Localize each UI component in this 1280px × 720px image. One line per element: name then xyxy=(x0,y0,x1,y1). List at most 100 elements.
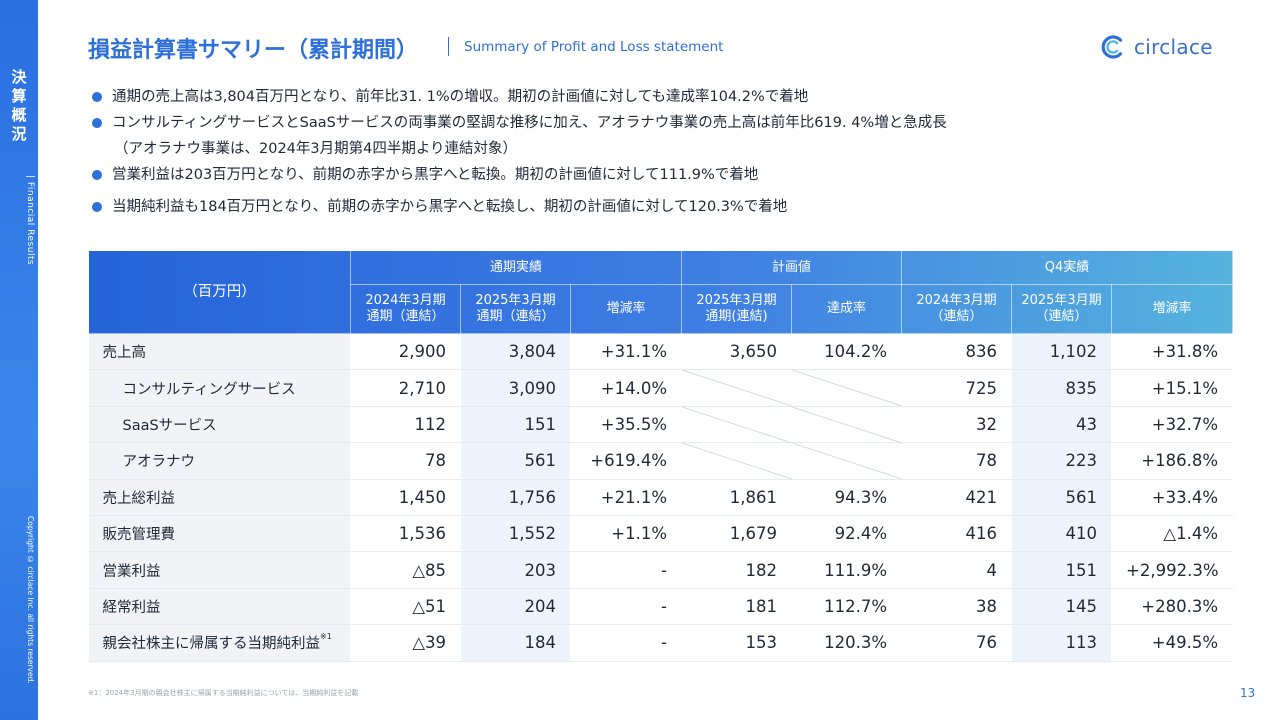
header-column-line: 通期(連結) xyxy=(705,309,768,324)
table-cell: 32 xyxy=(901,406,1013,444)
diagonal-slash-icon xyxy=(682,443,792,480)
bullet-dot-icon xyxy=(92,92,102,102)
table-cell: 78 xyxy=(350,442,461,480)
header-column-line: 2025年3月期 xyxy=(475,293,556,308)
table-cell: - xyxy=(570,588,682,626)
header-column-2: 増減率 xyxy=(570,284,682,334)
footnote-marker: ※1 xyxy=(320,632,332,642)
table-cell: 421 xyxy=(901,479,1013,516)
page-title-english: Summary of Profit and Loss statement xyxy=(464,39,724,55)
row-label-text: コンサルティングサービス xyxy=(122,381,296,398)
table-cell: 38 xyxy=(901,588,1013,626)
summary-bullet: 通期の売上高は3,804百万円となり、前年比31. 1%の増収。期初の計画値に対… xyxy=(92,84,1232,110)
table-row: 販売管理費 1,536 1,552 +1.1% 1,679 92.4% 416 410 △1.4… xyxy=(88,515,1234,553)
summary-bullets: 通期の売上高は3,804百万円となり、前年比31. 1%の増収。期初の計画値に対… xyxy=(92,84,1232,220)
table-cell: 416 xyxy=(901,515,1013,553)
table-cell: +2,992.3% xyxy=(1111,551,1234,589)
table-cell: 104.2% xyxy=(791,333,903,371)
header-column-line: 増減率 xyxy=(1152,301,1192,316)
header-column-line: 2024年3月期 xyxy=(916,293,997,308)
header-column-line: 2025年3月期 xyxy=(1021,293,1102,308)
not-applicable-cell xyxy=(681,369,792,407)
row-label: 販売管理費 xyxy=(88,515,351,553)
row-label-text: SaaSサービス xyxy=(122,417,217,434)
not-applicable-cell xyxy=(791,406,903,444)
table-cell: 2,710 xyxy=(350,369,461,407)
table-cell: - xyxy=(570,551,682,589)
table-cell: 111.9% xyxy=(791,551,903,589)
table-cell: 1,552 xyxy=(460,515,571,553)
table-cell: △39 xyxy=(350,624,461,662)
page-title: 損益計算書サマリー（累計期間） xyxy=(88,38,419,63)
bullet-dot-icon xyxy=(92,118,102,128)
not-applicable-cell xyxy=(681,406,792,444)
table-cell: 1,536 xyxy=(350,515,461,553)
header-column-5: 2024年3月期 （連結） xyxy=(901,284,1013,334)
table-cell: +49.5% xyxy=(1111,624,1234,662)
table-cell: +32.7% xyxy=(1111,406,1234,444)
section-title-char: 算 xyxy=(11,87,27,105)
header-column-line: 達成率 xyxy=(827,301,867,316)
table-cell: 92.4% xyxy=(791,515,903,553)
row-label: SaaSサービス xyxy=(88,406,351,444)
brand-logo: circlace xyxy=(1100,34,1213,60)
table-row: 経常利益 △51 204-181 112.7% 38 145 +280.3% xyxy=(88,588,1234,626)
not-applicable-cell xyxy=(681,442,792,480)
table-cell: 184 xyxy=(460,624,571,662)
header-column-4: 達成率 xyxy=(790,284,903,334)
section-title-char: 決 xyxy=(11,68,27,86)
diagonal-slash-icon xyxy=(792,406,902,443)
page-number: 13 xyxy=(1240,686,1256,700)
table-cell: 3,650 xyxy=(681,333,792,371)
pl-summary-table: （百万円） 通期実績 計画値 Q4実績 2024年3月期 通期（連結） 2025年3… xyxy=(88,250,1234,662)
diagonal-slash-icon xyxy=(792,443,902,480)
table-row: SaaSサービス 112 151 +35.5% 32 43 +32.7% xyxy=(88,406,1234,444)
header-column-line: 2024年3月期 xyxy=(365,293,446,308)
table-cell: +280.3% xyxy=(1111,588,1234,626)
not-applicable-cell xyxy=(791,442,903,480)
summary-bullet-note: （アオラナウ事業は、2024年3月期第4四半期より連結対象） xyxy=(92,136,1232,162)
table-row: 営業利益 △85 203-182 111.9% 4 151 +2,992.3% xyxy=(88,551,1234,589)
section-title-vertical: 決 算 概 況 xyxy=(0,68,38,144)
table-cell: 4 xyxy=(901,551,1013,589)
table-cell: +31.8% xyxy=(1111,333,1234,371)
footnote: ※1：2024年3月期の親会社株主に帰属する当期純利益については、当期純利益を記… xyxy=(88,689,359,697)
bullet-text: コンサルティングサービスとSaaSサービスの両事業の堅調な推移に加え、アオラナウ… xyxy=(112,115,947,131)
table-row: 親会社株主に帰属する当期純利益※1 △39 184-153 120.3% 76 113 +4… xyxy=(88,624,1234,662)
table-cell: 1,102 xyxy=(1011,333,1113,371)
row-label: アオラナウ xyxy=(88,442,351,480)
header-column-line: 増減率 xyxy=(606,301,646,316)
header-column-0: 2024年3月期 通期（連結） xyxy=(350,284,461,334)
header-group-q4: Q4実績 xyxy=(901,250,1234,285)
table-cell: 561 xyxy=(1011,479,1113,516)
row-label-text: 営業利益 xyxy=(102,563,161,580)
header-column-line: （連結） xyxy=(1035,309,1088,324)
table-body: 売上高 2,900 3,804 +31.1% 3,650 104.2% 836 1,102 +3… xyxy=(88,333,1234,662)
bullet-text: 当期純利益も184百万円となり、前期の赤字から黒字へと転換し、期初の計画値に対し… xyxy=(112,199,788,215)
row-label-text: 親会社株主に帰属する当期純利益 xyxy=(102,636,321,653)
table-cell: 94.3% xyxy=(791,479,903,516)
header-column-line: 通期（連結） xyxy=(366,309,445,324)
not-applicable-cell xyxy=(791,369,903,407)
table-cell: 836 xyxy=(901,333,1013,371)
table-cell: 1,756 xyxy=(460,479,571,516)
table-cell: 43 xyxy=(1011,406,1113,444)
table-cell: +33.4% xyxy=(1111,479,1234,516)
table-cell: 145 xyxy=(1011,588,1113,626)
table-cell: 182 xyxy=(681,551,792,589)
row-label: 親会社株主に帰属する当期純利益※1 xyxy=(88,624,351,662)
table-cell: 1,861 xyxy=(681,479,792,516)
title-divider xyxy=(448,37,449,56)
table-cell: 410 xyxy=(1011,515,1113,553)
table-cell: △51 xyxy=(350,588,461,626)
header-column-line: 2025年3月期 xyxy=(696,293,777,308)
table-cell: +619.4% xyxy=(570,442,682,480)
copyright-text: Copyright © circlace Inc. all rights res… xyxy=(26,516,35,684)
brand-logo-text: circlace xyxy=(1134,35,1213,59)
table-cell: 725 xyxy=(901,369,1013,407)
header-column-6: 2025年3月期 （連結） xyxy=(1011,284,1113,334)
circlace-c-logo-icon xyxy=(1101,35,1123,59)
table-cell: 151 xyxy=(1011,551,1113,589)
table-cell: +35.5% xyxy=(570,406,682,444)
section-subtitle: | Financial Results xyxy=(25,175,35,266)
